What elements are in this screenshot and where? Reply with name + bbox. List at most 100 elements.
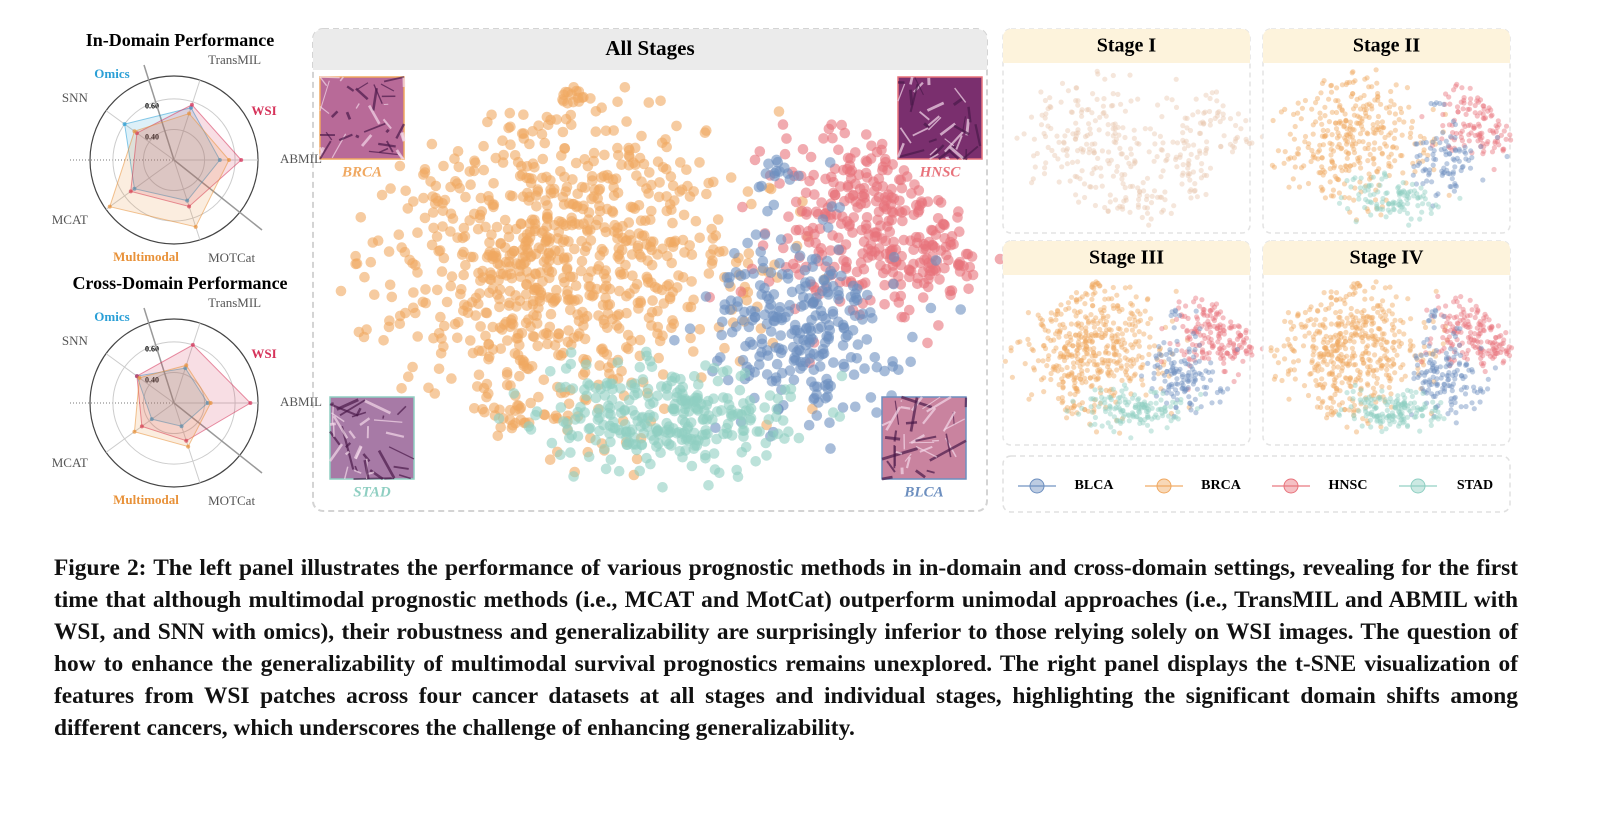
tsne-point xyxy=(1184,328,1190,334)
tsne-point xyxy=(1374,169,1380,175)
tsne-point xyxy=(1154,357,1160,363)
tsne-point xyxy=(1137,189,1143,195)
tsne-point xyxy=(1334,341,1340,347)
tsne-point xyxy=(1326,305,1332,311)
tsne-point xyxy=(1108,386,1114,392)
tsne-point xyxy=(426,138,438,150)
tsne-point xyxy=(1414,357,1420,363)
tsne-point xyxy=(1365,364,1371,370)
tsne-point xyxy=(1472,344,1478,351)
tsne-point xyxy=(1422,189,1428,195)
tsne-point xyxy=(888,251,900,263)
tsne-point xyxy=(514,370,525,382)
tsne-point xyxy=(1406,222,1412,228)
tsne-point xyxy=(859,363,870,374)
tsne-point xyxy=(1449,176,1455,182)
tsne-point xyxy=(1110,102,1116,109)
tsne-point xyxy=(1060,379,1066,385)
tsne-point xyxy=(1443,138,1449,144)
tsne-point xyxy=(1358,165,1364,171)
tsne-point xyxy=(1433,100,1439,106)
tsne-point xyxy=(859,188,870,200)
tsne-point xyxy=(1353,324,1359,330)
tsne-point xyxy=(1328,89,1335,95)
tsne-point xyxy=(822,383,834,395)
tsne-point xyxy=(1477,386,1484,392)
tsne-point xyxy=(1144,210,1151,216)
tsne-point xyxy=(1461,100,1467,106)
tsne-point xyxy=(1111,373,1117,379)
tsne-point xyxy=(1403,180,1409,186)
tsne-point xyxy=(944,285,956,297)
tsne-point xyxy=(1095,367,1101,373)
tsne-point xyxy=(1130,411,1136,417)
tsne-point xyxy=(600,463,612,475)
tsne-point xyxy=(1492,138,1498,144)
tsne-point xyxy=(1452,399,1458,406)
tsne-point xyxy=(659,403,670,415)
tsne-point xyxy=(1401,119,1407,125)
tsne-point xyxy=(621,439,633,451)
thumbnail-texture xyxy=(953,124,970,136)
tsne-point xyxy=(1448,407,1454,413)
tsne-point xyxy=(1321,357,1328,364)
tsne-point xyxy=(1391,361,1397,367)
tsne-point xyxy=(1363,344,1369,351)
tsne-point xyxy=(1040,343,1047,349)
tsne-point xyxy=(1308,158,1314,165)
tsne-point xyxy=(1480,141,1486,147)
tsne-point xyxy=(1454,155,1460,161)
tsne-point xyxy=(1217,119,1223,125)
tsne-point xyxy=(1091,349,1097,355)
tsne-point xyxy=(1409,393,1415,399)
tsne-point xyxy=(532,340,543,352)
tsne-point xyxy=(1199,340,1205,346)
tsne-point xyxy=(1404,414,1411,420)
tsne-point xyxy=(1105,131,1111,137)
tsne-point xyxy=(1456,360,1463,366)
tsne-point xyxy=(1119,172,1125,178)
tsne-point xyxy=(1365,131,1371,137)
tsne-point xyxy=(1120,393,1126,399)
tsne-point xyxy=(1408,388,1414,394)
tsne-point xyxy=(1336,120,1342,126)
tsne-point xyxy=(1321,134,1328,140)
tsne-point xyxy=(536,128,548,140)
tsne-point xyxy=(1471,388,1477,394)
tsne-point xyxy=(1413,141,1419,147)
tsne-point xyxy=(1140,382,1146,388)
tsne-point xyxy=(1347,335,1353,341)
tsne-point xyxy=(828,357,839,368)
tsne-point xyxy=(1199,297,1205,303)
tsne-point xyxy=(1352,379,1358,385)
tsne-point xyxy=(1074,348,1080,354)
tsne-point xyxy=(1048,316,1054,322)
tsne-point xyxy=(1099,330,1105,336)
tsne-point xyxy=(1070,131,1076,137)
tsne-point xyxy=(1234,336,1240,342)
tsne-point xyxy=(500,242,511,253)
tsne-point xyxy=(1100,103,1106,109)
tsne-point xyxy=(793,224,805,236)
tsne-point xyxy=(1364,396,1370,403)
tsne-point xyxy=(1091,345,1097,351)
tsne-point xyxy=(1370,122,1376,128)
tsne-point xyxy=(550,294,561,305)
tsne-point xyxy=(1165,152,1171,158)
tsne-point xyxy=(546,437,558,449)
tsne-point xyxy=(470,292,482,304)
tsne-point xyxy=(503,231,515,243)
tsne-point xyxy=(657,482,668,493)
thumbnail-texture xyxy=(329,403,359,417)
tsne-point xyxy=(1102,396,1108,402)
tsne-point xyxy=(1413,181,1419,187)
tsne-point xyxy=(1413,353,1419,359)
tsne-point xyxy=(1145,414,1151,420)
tsne-point xyxy=(651,426,663,438)
tsne-point xyxy=(1236,324,1242,330)
tsne-point xyxy=(751,426,763,437)
tsne-point xyxy=(527,331,539,342)
tsne-point xyxy=(1201,307,1207,313)
tsne-point xyxy=(1441,389,1448,395)
tsne-point xyxy=(1470,369,1476,375)
